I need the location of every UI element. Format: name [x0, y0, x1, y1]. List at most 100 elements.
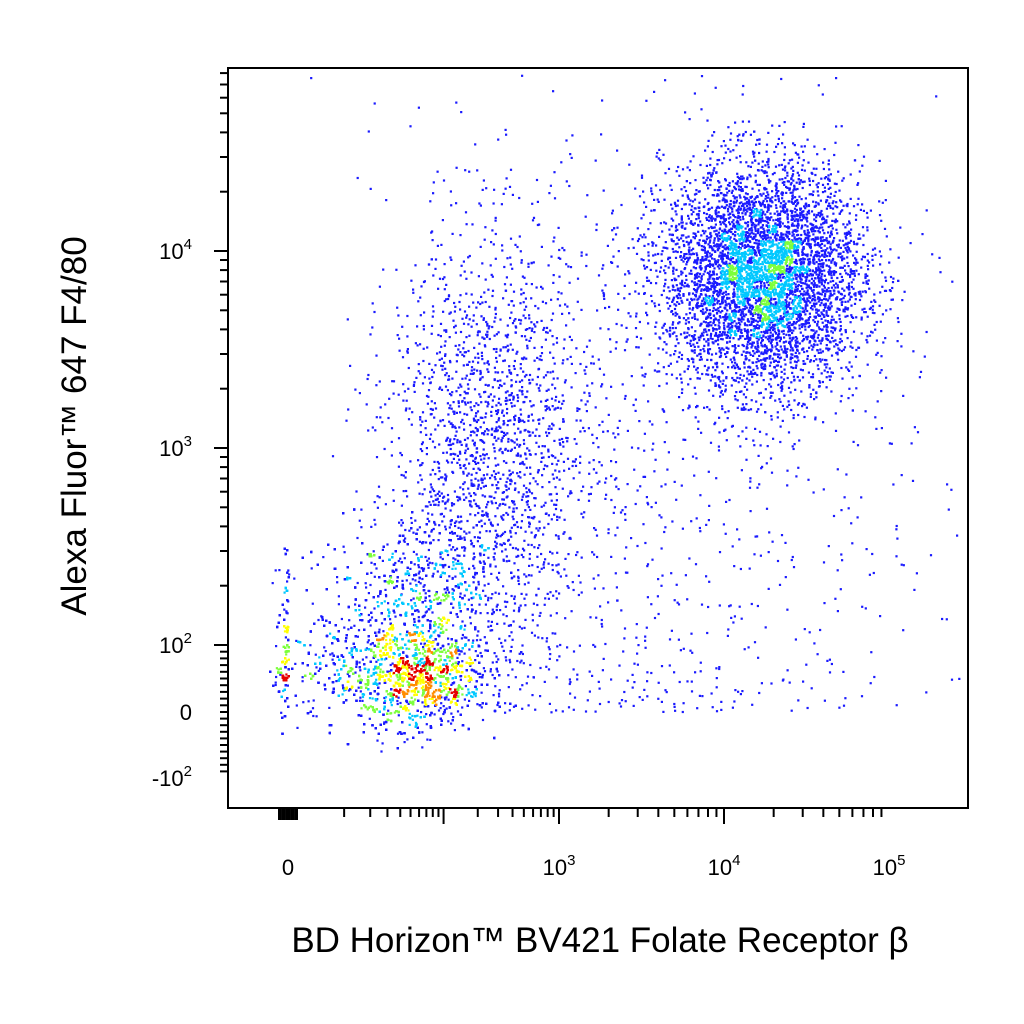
data-point	[729, 358, 732, 361]
data-point	[783, 153, 786, 156]
data-point	[572, 668, 575, 671]
data-point	[809, 393, 812, 396]
data-point	[626, 429, 629, 432]
data-point	[708, 219, 711, 222]
data-point	[555, 341, 559, 344]
data-point	[495, 660, 498, 664]
data-point	[378, 496, 381, 499]
data-point	[476, 540, 479, 543]
data-point	[475, 639, 479, 642]
data-point	[484, 300, 487, 304]
data-point	[796, 187, 799, 191]
data-point	[522, 370, 525, 373]
data-point	[748, 567, 751, 570]
data-point	[513, 562, 516, 565]
data-point	[780, 376, 783, 379]
data-point	[477, 403, 480, 407]
data-point	[722, 213, 725, 216]
data-point	[491, 593, 494, 596]
data-point	[634, 502, 637, 506]
data-point	[795, 361, 798, 364]
data-point	[836, 468, 839, 471]
data-point	[826, 320, 829, 323]
data-point	[520, 357, 524, 360]
data-point	[463, 310, 467, 313]
data-point	[512, 290, 516, 293]
data-point	[485, 428, 489, 431]
data-point	[531, 431, 534, 434]
data-point	[545, 405, 548, 408]
data-point	[572, 318, 575, 321]
data-point	[501, 550, 504, 553]
data-point	[702, 249, 705, 252]
data-point	[469, 503, 472, 506]
data-point	[590, 362, 593, 365]
data-point	[558, 304, 562, 307]
data-point	[451, 424, 454, 427]
data-point	[528, 525, 531, 528]
data-point	[491, 661, 494, 664]
data-point	[478, 393, 481, 396]
data-point	[737, 690, 740, 693]
data-point	[803, 403, 806, 406]
data-point	[701, 372, 704, 376]
data-point	[490, 523, 493, 526]
data-point	[689, 241, 693, 244]
data-point	[449, 509, 452, 512]
data-point	[814, 251, 818, 254]
data-point	[865, 282, 868, 285]
data-point	[534, 480, 537, 483]
data-point	[453, 412, 456, 415]
data-point	[815, 391, 818, 394]
data-point	[812, 288, 815, 292]
data-point	[477, 511, 480, 515]
data-point	[669, 362, 672, 365]
data-point	[557, 459, 560, 462]
data-point	[556, 298, 559, 301]
data-point	[465, 277, 468, 280]
data-point	[755, 380, 758, 383]
data-point	[595, 534, 599, 537]
data-point	[542, 376, 545, 379]
data-point	[820, 311, 823, 314]
data-point	[827, 187, 830, 190]
data-point	[551, 312, 555, 315]
data-point	[401, 356, 405, 359]
data-point	[663, 221, 666, 224]
data-point	[647, 259, 650, 262]
data-point	[507, 674, 510, 677]
data-point	[838, 239, 841, 242]
data-point	[499, 535, 502, 538]
data-point	[826, 215, 829, 218]
data-point	[790, 381, 793, 384]
data-point	[495, 542, 498, 545]
data-point	[743, 195, 746, 198]
data-point	[754, 181, 757, 184]
data-point	[676, 204, 679, 207]
data-point	[787, 180, 790, 183]
data-point	[502, 613, 505, 616]
data-point	[458, 458, 461, 461]
data-point	[567, 586, 570, 589]
data-point	[791, 165, 794, 168]
data-point	[757, 454, 760, 457]
data-point	[500, 430, 503, 433]
data-point	[808, 386, 811, 389]
data-point	[453, 310, 456, 313]
data-point	[500, 515, 503, 518]
data-point	[509, 661, 512, 664]
data-point	[459, 330, 463, 334]
data-point	[582, 485, 585, 488]
data-point	[776, 416, 779, 419]
data-point	[436, 170, 439, 173]
data-point	[858, 170, 861, 173]
data-point	[387, 709, 390, 712]
data-point	[646, 671, 649, 674]
data-point	[604, 497, 607, 500]
data-point	[748, 173, 751, 176]
data-point	[491, 405, 494, 408]
data-point	[660, 700, 663, 703]
data-point	[458, 554, 461, 557]
data-point	[365, 647, 368, 650]
data-point	[865, 338, 868, 342]
